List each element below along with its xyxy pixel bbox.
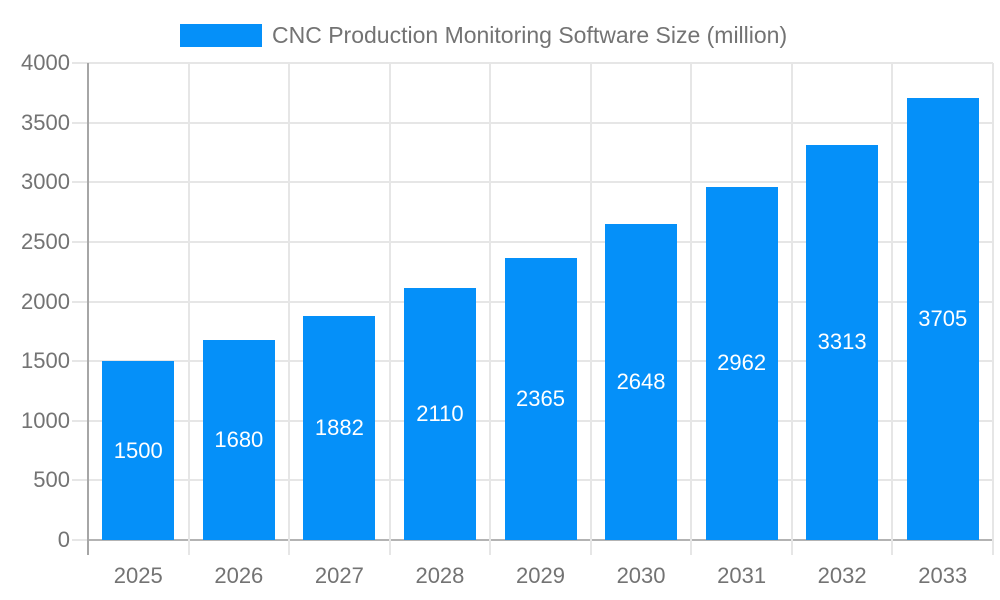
- y-axis-label: 3500: [21, 109, 70, 135]
- bar-2025[interactable]: 1500: [102, 361, 175, 540]
- y-gridline: [88, 181, 993, 184]
- y-axis-label: 1500: [21, 348, 70, 374]
- x-axis-label: 2033: [918, 563, 968, 588]
- bar-value-label: 3313: [817, 329, 867, 355]
- y-axis-label: 0: [57, 527, 70, 552]
- y-axis-label: 1000: [21, 407, 70, 433]
- bar-2031[interactable]: 2962: [705, 186, 778, 540]
- bar-2028[interactable]: 2110: [403, 288, 476, 540]
- y-gridline: [88, 62, 993, 64]
- bar-2033[interactable]: 3705: [906, 98, 979, 540]
- x-axis-label: 2029: [516, 563, 565, 588]
- y-axis-label: 4000: [21, 50, 70, 75]
- bar-value-label: 2648: [616, 369, 666, 395]
- y-axis-tick: [72, 121, 88, 124]
- x-gridline: [187, 63, 190, 555]
- bar-value-label: 1680: [214, 426, 264, 452]
- y-axis-label: 2000: [21, 288, 70, 314]
- x-gridline: [489, 63, 492, 555]
- y-axis-tick: [72, 240, 88, 243]
- x-gridline: [790, 63, 793, 555]
- legend-label: CNC Production Monitoring Software Size …: [272, 22, 788, 48]
- y-axis-label: 500: [33, 467, 70, 493]
- bar-2032[interactable]: 3313: [806, 144, 879, 540]
- x-gridline: [288, 63, 291, 555]
- y-axis-line: [87, 63, 89, 555]
- legend-item[interactable]: CNC Production Monitoring Software Size …: [180, 22, 787, 49]
- bar-value-label: 2110: [416, 401, 464, 427]
- x-axis-label: 2025: [113, 563, 163, 588]
- y-gridline: [88, 121, 993, 124]
- y-axis-tick: [72, 419, 88, 422]
- y-axis-label: 3000: [21, 169, 70, 195]
- y-gridline: [88, 240, 993, 243]
- x-axis-baseline: [88, 539, 993, 541]
- bar-2027[interactable]: 1882: [303, 315, 376, 540]
- y-axis-tick: [72, 479, 88, 482]
- y-axis-tick: [72, 300, 88, 303]
- bar-2030[interactable]: 2648: [605, 224, 678, 540]
- x-gridline: [992, 63, 994, 555]
- y-axis-tick: [72, 360, 88, 363]
- y-axis-tick: [72, 62, 88, 64]
- bar-value-label: 3705: [918, 306, 968, 332]
- bar-2026[interactable]: 1680: [202, 339, 275, 540]
- x-axis-label: 2028: [415, 563, 465, 588]
- x-axis-label: 2030: [616, 563, 666, 588]
- x-axis-label: 2031: [717, 563, 767, 588]
- x-gridline: [388, 63, 391, 555]
- x-axis-label: 2027: [314, 563, 364, 588]
- y-axis-label: 2500: [21, 228, 70, 254]
- y-axis-tick: [72, 181, 88, 184]
- bar-value-label: 2365: [516, 385, 565, 411]
- bar-value-label: 2962: [717, 350, 767, 376]
- x-gridline: [690, 63, 693, 555]
- bar-value-label: 1500: [113, 437, 163, 463]
- x-axis-label: 2026: [214, 563, 264, 588]
- bar-2029[interactable]: 2365: [504, 257, 577, 540]
- legend-swatch-icon: [180, 24, 262, 47]
- y-axis-tick: [72, 539, 88, 541]
- x-gridline: [891, 63, 894, 555]
- x-axis-label: 2032: [817, 563, 867, 588]
- x-gridline: [589, 63, 592, 555]
- bar-value-label: 1882: [314, 414, 364, 440]
- plot-area: 1500 1680 1882 2110 2365 2648 2962 3313 3705: [72, 62, 994, 555]
